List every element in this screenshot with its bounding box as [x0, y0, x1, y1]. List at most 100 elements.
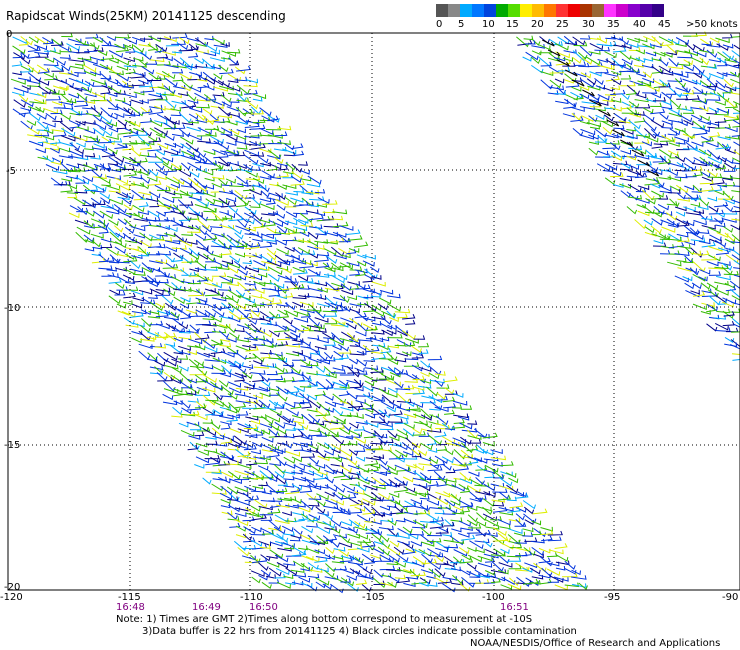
wind-barb [107, 148, 118, 155]
wind-barb [668, 118, 684, 124]
wind-barb [226, 408, 238, 414]
wind-barb [505, 472, 517, 478]
wind-barb [147, 136, 158, 143]
wind-barb [282, 511, 292, 516]
wind-barb [433, 576, 448, 585]
wind-barb [90, 188, 105, 193]
wind-barb [706, 43, 721, 48]
wind-barb [290, 486, 301, 493]
legend-swatch [484, 4, 496, 17]
wind-barb [147, 176, 158, 182]
wind-barb [724, 115, 740, 122]
wind-barb [34, 44, 48, 51]
wind-barb [221, 101, 232, 108]
wind-barb [90, 79, 106, 86]
wind-barb [194, 464, 205, 469]
wind-barb [731, 190, 740, 193]
wind-barb [419, 490, 429, 496]
wind-barb [379, 425, 394, 431]
contamination-barb [637, 159, 650, 167]
wind-barb [61, 177, 73, 182]
wind-barb [276, 266, 289, 271]
wind-barb [178, 128, 191, 138]
wind-barb [610, 61, 627, 67]
wind-barb [165, 41, 180, 47]
wind-barb [227, 496, 239, 501]
wind-barb [469, 573, 481, 578]
wind-barb [418, 581, 429, 587]
wind-barb [651, 217, 663, 226]
wind-barb [373, 548, 385, 555]
wind-barb [641, 204, 655, 215]
wind-barb [171, 358, 182, 364]
wind-barb [165, 246, 178, 253]
wind-barb [178, 391, 193, 396]
wind-barb [387, 358, 399, 365]
wind-barb [155, 243, 166, 249]
wind-barb [188, 288, 200, 294]
wind-barb [674, 78, 686, 88]
wind-barb [332, 492, 344, 501]
wind-barb [107, 167, 122, 173]
wind-barb [250, 241, 261, 248]
legend-swatch [556, 4, 568, 17]
wind-barb [331, 282, 345, 289]
wind-barb [443, 376, 458, 383]
legend-swatch [604, 4, 616, 17]
wind-barb [571, 583, 587, 589]
wind-barb [194, 92, 208, 101]
wind-barb [539, 578, 552, 585]
wind-barb [573, 41, 588, 47]
wind-barb [674, 136, 689, 143]
wind-barb [715, 80, 727, 89]
wind-barb [45, 112, 57, 121]
wind-barb [293, 419, 305, 425]
wind-barb [387, 418, 403, 423]
wind-barb [565, 94, 578, 101]
wind-barb [730, 308, 740, 313]
wind-barb [579, 85, 590, 91]
wind-barb [147, 242, 162, 248]
wind-barb [204, 454, 220, 460]
wind-barb [626, 84, 640, 96]
wind-barb [677, 61, 691, 66]
wind-barb [731, 207, 740, 213]
wind-barb [212, 296, 227, 302]
wind-barb [148, 72, 159, 81]
wind-barb [205, 410, 216, 416]
wind-barb [394, 419, 409, 425]
wind-barb [515, 551, 528, 557]
wind-barb [580, 72, 592, 79]
wind-barb [733, 150, 740, 156]
wind-barb [249, 275, 262, 281]
wind-barb [211, 272, 227, 277]
wind-barb [76, 92, 88, 101]
wind-barb [492, 470, 505, 480]
wind-barb [434, 460, 446, 467]
wind-barb [133, 271, 146, 276]
wind-barb [163, 351, 178, 361]
wind-barb [667, 176, 682, 182]
wind-barb [331, 558, 345, 564]
wind-barb [285, 488, 300, 495]
wind-barb [84, 165, 98, 172]
wind-barb [82, 64, 97, 73]
wind-barb [213, 451, 226, 458]
wind-barb [59, 121, 74, 133]
wind-barb [274, 514, 289, 523]
wind-barb [306, 306, 322, 312]
wind-barb [435, 528, 449, 534]
wind-barb [268, 519, 281, 530]
wind-barb [105, 185, 121, 191]
wind-barb [306, 361, 319, 367]
wind-barb [458, 483, 469, 491]
wind-barb [245, 226, 256, 232]
wind-barb [589, 124, 601, 130]
wind-barb [244, 470, 255, 476]
wind-barb [107, 138, 123, 143]
wind-barb [250, 166, 261, 171]
wind-barb [396, 466, 411, 472]
contamination-barb [612, 129, 625, 137]
wind-barb [243, 424, 258, 429]
wind-barb [453, 465, 470, 472]
